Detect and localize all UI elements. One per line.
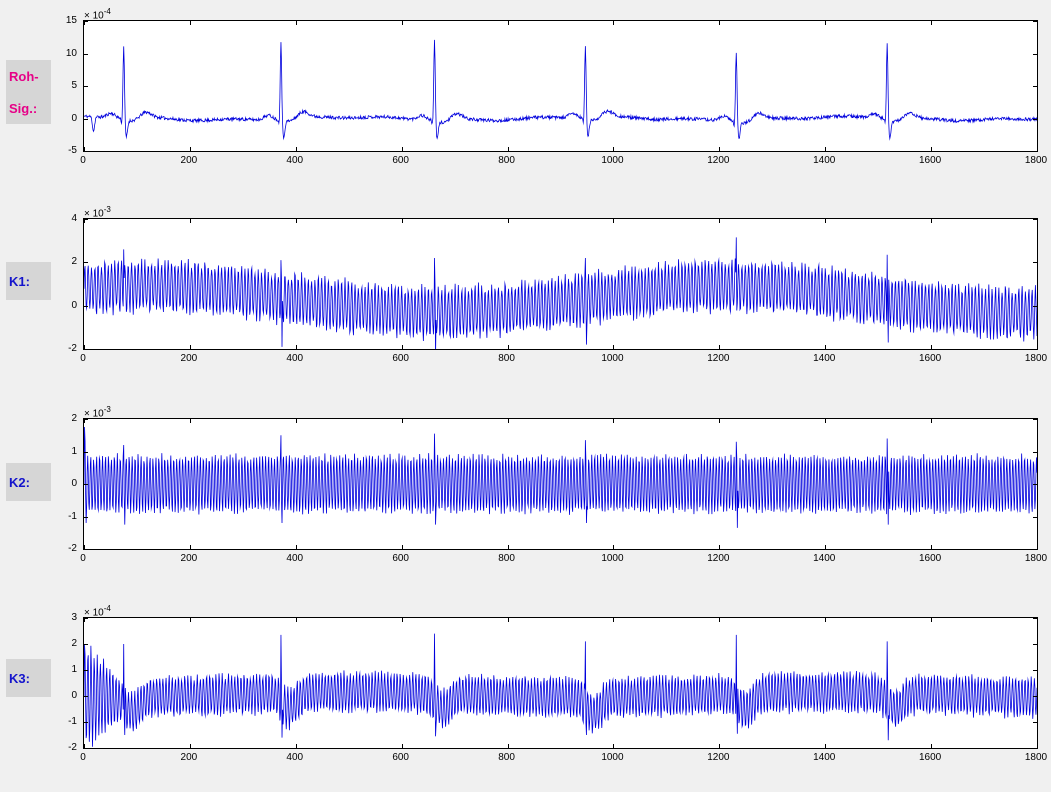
side-label-text: K2: bbox=[9, 474, 30, 490]
y-tick-label: -1 bbox=[68, 716, 77, 727]
plot-canvas-roh-sig bbox=[84, 21, 1037, 151]
x-tick-label: 1000 bbox=[601, 155, 624, 166]
x-tick-label: 0 bbox=[80, 752, 86, 763]
x-tick-label: 1200 bbox=[707, 155, 730, 166]
axes-k1 bbox=[83, 218, 1038, 350]
x-tick-label: 600 bbox=[392, 752, 409, 763]
y-tick-label: 4 bbox=[71, 213, 77, 224]
x-tick-label: 1400 bbox=[813, 553, 836, 564]
x-tick-label: 1600 bbox=[918, 553, 942, 564]
y-tick-label: 3 bbox=[71, 612, 77, 623]
x-tick-label: 400 bbox=[286, 553, 304, 564]
y-axis-exponent-label: × 10-4 bbox=[84, 604, 111, 619]
x-tick-label: 600 bbox=[392, 553, 409, 564]
plot-canvas-k2 bbox=[84, 419, 1037, 549]
y-tick-label: -5 bbox=[68, 145, 77, 156]
side-label-text: K1: bbox=[9, 273, 30, 289]
x-tick-label: 0 bbox=[80, 155, 86, 166]
y-axis-exponent-label: × 10-3 bbox=[84, 205, 111, 220]
x-tick-label: 0 bbox=[80, 353, 86, 364]
x-tick-label: 1800 bbox=[1024, 353, 1048, 364]
y-tick-label: -2 bbox=[68, 543, 77, 554]
side-label-roh-sig: Roh- Sig.: bbox=[6, 60, 51, 124]
y-tick-label: 2 bbox=[71, 413, 77, 424]
y-tick-label: 0 bbox=[71, 478, 77, 489]
plot-canvas-k3 bbox=[84, 618, 1037, 748]
x-tick-label: 400 bbox=[286, 752, 304, 763]
y-tick-label: 0 bbox=[71, 690, 77, 701]
y-tick-label: 10 bbox=[65, 47, 77, 59]
x-tick-label: 800 bbox=[498, 155, 515, 166]
side-label-k2: K2: bbox=[6, 463, 51, 501]
x-tick-label: 1800 bbox=[1024, 155, 1048, 166]
x-tick-label: 400 bbox=[286, 353, 304, 364]
axes-k2 bbox=[83, 418, 1038, 550]
y-tick-label: 2 bbox=[71, 256, 77, 268]
x-tick-label: 1200 bbox=[707, 752, 730, 763]
x-tick-label: 800 bbox=[498, 752, 515, 763]
y-tick-label: -2 bbox=[68, 343, 77, 354]
plot-canvas-k1 bbox=[84, 219, 1037, 349]
side-label-k1: K1: bbox=[6, 262, 51, 300]
x-tick-label: 0 bbox=[80, 553, 86, 564]
x-tick-label: 800 bbox=[498, 553, 515, 564]
x-tick-label: 1400 bbox=[813, 752, 836, 763]
x-tick-label: 400 bbox=[286, 155, 304, 166]
side-label-k3: K3: bbox=[6, 659, 51, 697]
y-tick-label: 0 bbox=[71, 299, 77, 311]
x-tick-label: 200 bbox=[180, 553, 198, 564]
x-tick-label: 600 bbox=[392, 353, 409, 364]
y-tick-label: 15 bbox=[65, 15, 77, 26]
x-tick-label: 1200 bbox=[707, 553, 730, 564]
y-tick-label: 0 bbox=[71, 112, 77, 124]
x-tick-label: 1000 bbox=[601, 752, 624, 763]
side-label-text: Roh- bbox=[9, 68, 39, 84]
x-tick-label: 1400 bbox=[813, 353, 836, 364]
x-tick-label: 1800 bbox=[1024, 553, 1048, 564]
x-tick-label: 800 bbox=[498, 353, 515, 364]
x-tick-label: 200 bbox=[180, 353, 198, 364]
x-tick-label: 1600 bbox=[918, 155, 942, 166]
axes-roh-sig bbox=[83, 20, 1038, 152]
y-tick-label: -2 bbox=[68, 742, 77, 753]
x-tick-label: 1000 bbox=[601, 353, 624, 364]
x-tick-label: 200 bbox=[180, 155, 198, 166]
x-tick-label: 1600 bbox=[918, 752, 942, 763]
y-tick-label: 1 bbox=[71, 664, 77, 675]
x-tick-label: 1000 bbox=[601, 553, 624, 564]
y-tick-label: 5 bbox=[71, 80, 77, 91]
x-tick-label: 1400 bbox=[813, 155, 836, 166]
y-axis-exponent-label: × 10-4 bbox=[84, 7, 111, 22]
side-label-text: Sig.: bbox=[9, 100, 38, 116]
y-axis-exponent-label: × 10-3 bbox=[84, 405, 111, 420]
axes-k3 bbox=[83, 617, 1038, 749]
x-tick-label: 200 bbox=[180, 752, 198, 763]
x-tick-label: 600 bbox=[392, 155, 409, 166]
side-label-text: K3: bbox=[9, 670, 30, 686]
y-tick-label: -1 bbox=[68, 510, 77, 522]
y-tick-label: 1 bbox=[71, 445, 77, 457]
x-tick-label: 1800 bbox=[1024, 752, 1048, 763]
x-tick-label: 1200 bbox=[707, 353, 730, 364]
x-tick-label: 1600 bbox=[918, 353, 942, 364]
y-tick-label: 2 bbox=[71, 638, 77, 649]
